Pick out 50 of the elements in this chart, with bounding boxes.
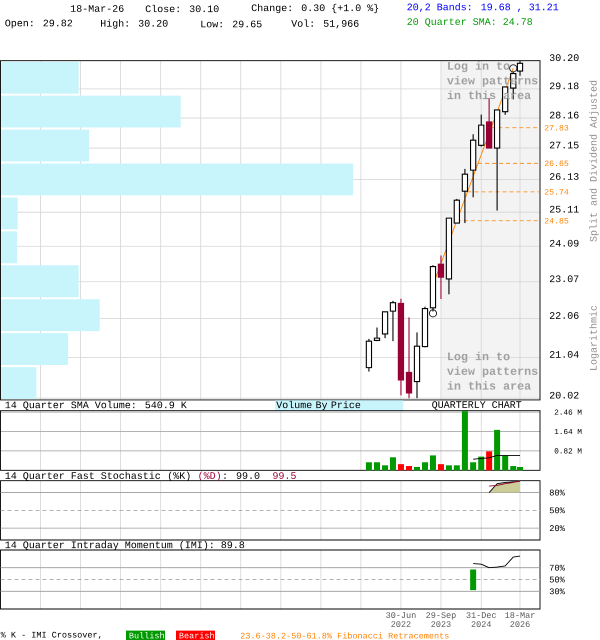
text: Close: 30.10 <box>146 4 219 12</box>
legend-title: % K - IMI Crossover, <box>0 632 100 639</box>
y-tick-label: 80% <box>550 490 565 496</box>
x-tick-label: 18-Mar 2026 <box>505 612 535 627</box>
chart-title: 14 Quarter Fast Stochastic <box>6 472 160 481</box>
text: : 99.0 <box>224 472 260 479</box>
text: 23.6-38.2-50-61.8% Fibonacci Retracements <box>240 632 449 639</box>
text: 18-Mar-26 <box>70 5 124 12</box>
text: Volume By Price <box>276 400 360 410</box>
x-tick-label: 31-Dec 2024 <box>466 612 496 627</box>
text: 20 Quarter SMA: 24.78 <box>407 18 532 27</box>
ref-line-label: 26.65 <box>544 160 568 166</box>
y-tick-label: 24.09 <box>550 240 579 247</box>
ref-line-label: 25.74 <box>544 189 568 195</box>
legend-label: Bullish <box>130 632 164 638</box>
y-tick-label: 29.18 <box>550 82 579 90</box>
text: Logarithmic <box>589 306 599 370</box>
x-tick-label: 29-Sep 2023 <box>426 612 456 627</box>
text: 20,2 Bands: 19.68 , 31.21 <box>407 2 558 12</box>
y-tick-label: 30% <box>550 588 565 594</box>
y-tick-label: 30.20 <box>550 54 579 62</box>
text: Low: 29.65 <box>201 20 262 28</box>
annotation: Log in to view patterns in this area <box>447 352 538 390</box>
ref-line-label: 24.85 <box>544 218 568 224</box>
y-tick-label: 28.16 <box>550 112 579 118</box>
text: Change: 0.30 {+1.0 %} <box>252 4 378 14</box>
y-tick-label: 25.11 <box>550 206 579 213</box>
chart-title: 14 Quarter Intraday Momentum (IMI): 89.8 <box>6 540 244 550</box>
text: Split and Dividend Adjusted <box>589 80 599 242</box>
y-tick-label: 20% <box>550 525 565 532</box>
text: 99.5 <box>273 472 296 479</box>
x-tick-label: 30-Jun 2022 <box>386 612 416 627</box>
y-tick-label: 23.07 <box>550 275 578 282</box>
y-tick-label: 27.15 <box>550 142 579 148</box>
text: Vol: 51,966 <box>291 19 359 28</box>
y-tick-label: 50% <box>550 576 565 582</box>
text: Open: 29.82 <box>5 20 72 28</box>
chart-title: 14 Quarter SMA Volume: 540.9 K <box>6 400 187 410</box>
y-tick-label: 20.02 <box>550 392 579 399</box>
y-tick-label: 70% <box>550 564 565 571</box>
text: QUARTERLY CHART <box>432 401 522 410</box>
y-tick-label: 22.06 <box>550 312 579 319</box>
text: High: 30.20 <box>101 19 168 29</box>
legend-label: Bearish <box>180 632 214 638</box>
y-tick-label: 26.13 <box>550 173 579 180</box>
ref-line-label: 27.83 <box>544 124 568 131</box>
y-tick-label: 21.04 <box>550 351 579 358</box>
y-tick-label: 50% <box>550 507 565 514</box>
text: (%D) <box>199 472 220 481</box>
text: (%K) <box>168 472 190 481</box>
